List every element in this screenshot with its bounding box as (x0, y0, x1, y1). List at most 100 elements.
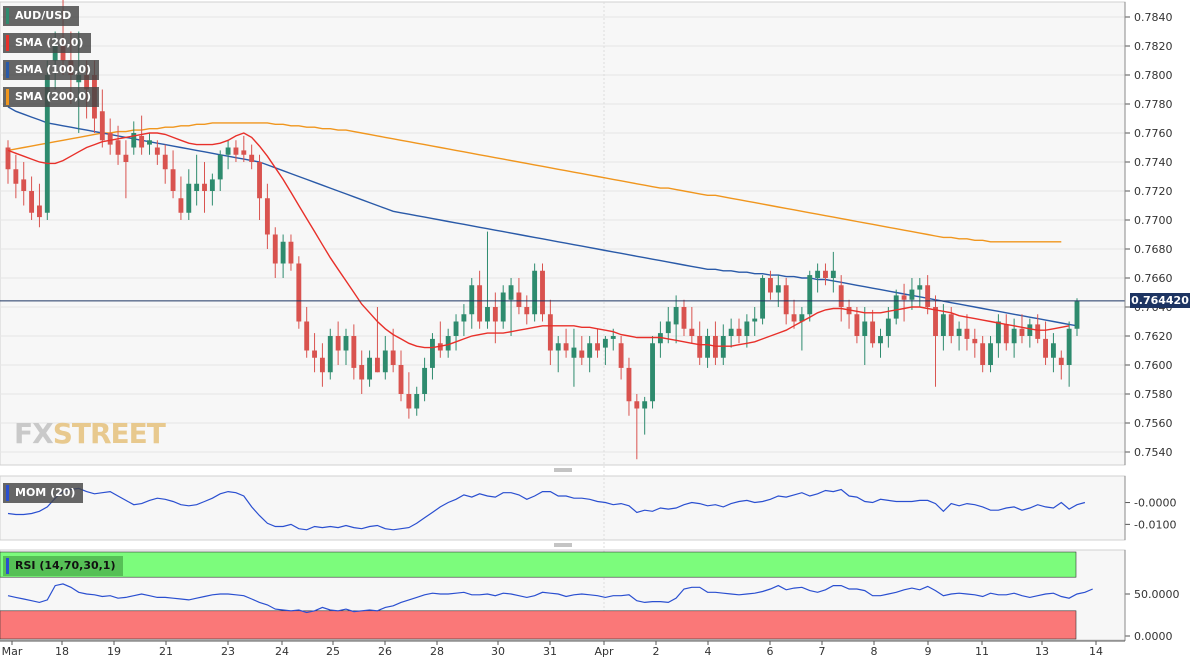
candle (170, 150, 176, 199)
candle-body (469, 285, 475, 315)
candle (933, 295, 938, 387)
candle (147, 133, 152, 155)
candle-body (917, 285, 923, 290)
candle-body (933, 307, 938, 336)
x-tick-label: 24 (275, 645, 289, 658)
sma100-line (7, 106, 1078, 327)
candle (1050, 333, 1056, 373)
candle-body (107, 133, 113, 145)
candle (374, 307, 380, 373)
sma100-label[interactable]: SMA (100,0) (3, 60, 100, 80)
candle (508, 278, 514, 336)
candle (123, 140, 129, 199)
candle (972, 328, 978, 358)
candle-body (697, 336, 703, 358)
y-axis: 0.7840 0.7820 0.7800 0.7780 0.7760 0.7740 0.77… (1124, 2, 1173, 465)
candle (21, 162, 27, 206)
pair-label[interactable]: AUD/USD (3, 6, 80, 26)
candle-body (5, 147, 11, 170)
candle-body (319, 357, 325, 373)
sma20-label[interactable]: SMA (20,0) (3, 33, 92, 53)
mom-y-axis: -0.0000 -0.0100 (1124, 476, 1176, 540)
candle-body (925, 285, 931, 307)
candle (225, 140, 231, 170)
candle-body (775, 285, 781, 293)
price-tick-label: 0.7780 (1134, 98, 1173, 111)
candle-body (665, 321, 671, 334)
candle (445, 328, 451, 358)
candle-body (524, 307, 530, 315)
candle (485, 231, 490, 329)
candle (744, 314, 750, 348)
x-tick-label: 30 (491, 645, 505, 658)
candle (461, 304, 467, 336)
candle-body (870, 321, 876, 344)
candle (1058, 350, 1064, 380)
candle-body (768, 278, 773, 293)
price-tick-label: 0.7660 (1134, 272, 1173, 285)
panel-splitter-2[interactable] (554, 543, 572, 547)
candle-body (343, 336, 349, 351)
rsi-overbought-zone (0, 551, 1077, 578)
price-panel-bg (0, 1, 1126, 466)
rsi-oversold-zone (0, 610, 1077, 640)
candle (272, 227, 278, 278)
candle (626, 357, 632, 416)
price-tick-label: 0.7800 (1134, 69, 1173, 82)
candle (665, 307, 671, 344)
candle (964, 314, 970, 351)
x-tick-label: Mar (2, 645, 23, 658)
candle (854, 307, 860, 344)
sma20-path (7, 132, 1070, 349)
candle (815, 263, 821, 293)
candle-body (170, 169, 176, 191)
x-tick-label: 25 (326, 645, 340, 658)
panel-splitter-1[interactable] (554, 468, 572, 472)
candle-body (335, 336, 341, 351)
candle-body (1027, 324, 1033, 336)
candle-body (304, 321, 310, 351)
candle (154, 140, 160, 165)
candle-body (689, 328, 695, 336)
candle (249, 144, 255, 170)
candle (618, 336, 624, 380)
candle (862, 307, 868, 365)
candle (547, 299, 553, 365)
candle-body (571, 347, 577, 358)
candle (736, 318, 742, 344)
candle-body (673, 307, 679, 325)
x-tick-label: 2 (653, 645, 660, 658)
candle-body (736, 328, 742, 336)
candle (791, 299, 797, 329)
rsi-swatch (6, 558, 9, 574)
mom-label[interactable]: MOM (20) (3, 483, 84, 503)
candle-body (1011, 328, 1017, 344)
candle (634, 394, 640, 460)
price-tick-label: 0.7760 (1134, 127, 1173, 140)
candle-body (217, 154, 223, 180)
candle (532, 263, 538, 322)
candle-body (948, 314, 954, 336)
candle (107, 118, 113, 155)
candle (799, 307, 805, 351)
candle-body (194, 183, 200, 191)
candle (398, 350, 404, 402)
sma100-swatch (6, 62, 9, 78)
candle-body (99, 111, 105, 141)
candle (579, 336, 585, 365)
rsi-label[interactable]: RSI (14,70,30,1) (3, 556, 124, 576)
candle (217, 150, 223, 191)
candle (673, 295, 679, 344)
mom-line (7, 487, 1086, 531)
sma200-label[interactable]: SMA (200,0) (3, 87, 100, 107)
candle-body (21, 179, 27, 191)
candle-body (579, 350, 585, 358)
candle (406, 372, 412, 419)
candle-body (178, 198, 184, 213)
candle-body (956, 328, 962, 336)
candle-body (964, 328, 970, 339)
candle (681, 299, 687, 336)
candle-body (532, 270, 538, 315)
candle-body (257, 162, 262, 199)
candle-body (186, 183, 192, 213)
